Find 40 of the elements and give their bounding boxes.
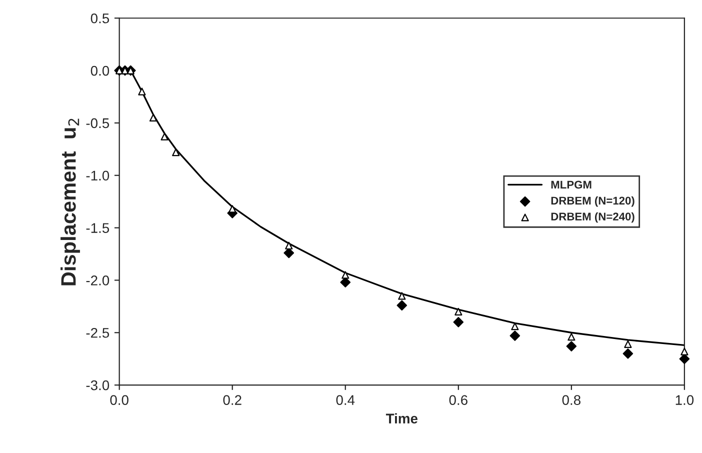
point (398, 292, 406, 300)
point (228, 205, 236, 213)
point (568, 333, 576, 341)
y-tick-label: 0.0 (90, 66, 110, 76)
point (172, 148, 180, 156)
y-tick-label: -2.0 (86, 276, 110, 286)
point (624, 340, 632, 348)
x-tick-label: 0.8 (562, 395, 580, 405)
y-tick-label: 0.5 (90, 13, 110, 24)
x-tick-label: 1.0 (676, 395, 694, 405)
point (622, 348, 634, 359)
legend-label: DRBEM (N=120) (551, 196, 634, 207)
point (454, 308, 462, 316)
point (679, 354, 690, 364)
point (680, 348, 688, 356)
legend-label: MLPGM (551, 180, 592, 189)
point (284, 248, 294, 258)
y-tick-label: -1.0 (86, 170, 110, 181)
x-tick-label: 0.6 (449, 395, 468, 405)
x-axis-title: Time (386, 413, 418, 424)
point (160, 132, 168, 140)
y-tick-label: -0.5 (86, 118, 110, 128)
point (149, 114, 158, 122)
x-tick-label: 0.4 (336, 395, 355, 405)
point (511, 322, 519, 330)
point (340, 277, 351, 288)
point (138, 88, 146, 96)
y-axis-title: Displacement u$_{2}$ (60, 118, 80, 286)
point (566, 341, 577, 352)
point (510, 330, 520, 341)
y-tick-label: -1.5 (86, 223, 110, 233)
y-tick-label: -2.5 (86, 328, 110, 338)
point (285, 242, 293, 250)
x-tick-label: 0.0 (110, 395, 128, 405)
point (453, 316, 464, 328)
point (342, 271, 350, 279)
point (396, 300, 408, 311)
legend-label: DRBEM (N=240) (551, 212, 634, 223)
y-tick-label: -3.0 (86, 380, 110, 390)
x-tick-label: 0.2 (223, 395, 242, 405)
